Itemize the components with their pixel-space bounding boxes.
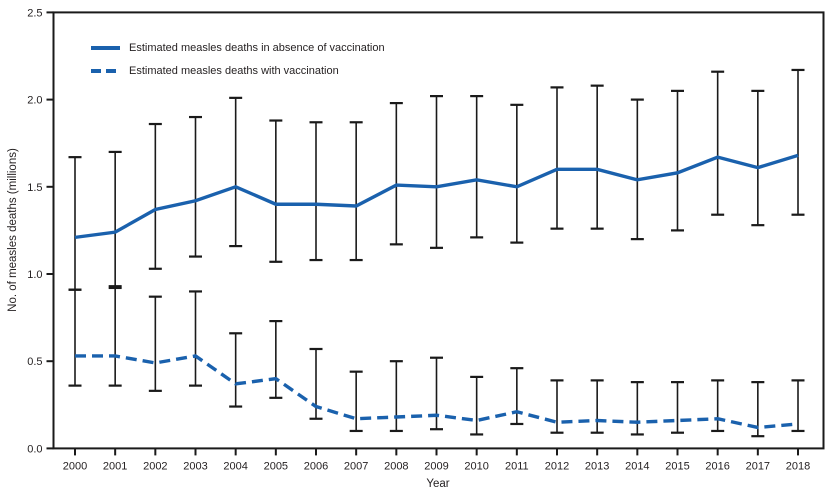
- dashed-line-swatch-icon: [91, 69, 120, 73]
- x-tick-label: 2000: [63, 460, 87, 472]
- plot-frame: [52, 11, 825, 450]
- chart-legend: Estimated measles deaths in absence of v…: [91, 40, 385, 79]
- x-tick-label: 2004: [223, 460, 247, 472]
- x-tick-label: 2003: [183, 460, 207, 472]
- x-tick-label: 2013: [585, 460, 609, 472]
- y-tick-label: 2.0: [27, 95, 42, 107]
- deaths-with-vaccination-line: [75, 354, 799, 430]
- x-tick-label: 2006: [304, 460, 328, 472]
- x-tick-label: 2014: [625, 460, 649, 472]
- x-tick-label: 2016: [705, 460, 729, 472]
- deaths-without-vaccination-line: [74, 153, 799, 240]
- y-tick-label: 2.5: [27, 7, 42, 19]
- y-axis-title: No. of measles deaths (millions): [7, 148, 19, 312]
- y-tick-label: 0.5: [27, 356, 42, 368]
- x-tick-label: 2010: [464, 460, 488, 472]
- y-tick-label: 0.0: [27, 443, 42, 455]
- x-tick-label: 2008: [384, 460, 408, 472]
- solid-line-swatch-icon: [91, 46, 120, 50]
- x-tick-label: 2015: [665, 460, 689, 472]
- legend-label: Estimated measles deaths in absence of v…: [129, 42, 385, 54]
- x-tick-label: 2005: [264, 460, 288, 472]
- legend-item-no-vaccination: Estimated measles deaths in absence of v…: [91, 40, 385, 56]
- y-tick-label: 1.5: [27, 182, 42, 194]
- y-tick-label: 1.0: [27, 269, 42, 281]
- x-tick-label: 2011: [505, 460, 529, 472]
- x-tick-label: 2018: [786, 460, 810, 472]
- x-tick-label: 2002: [143, 460, 167, 472]
- x-tick-label: 2017: [746, 460, 770, 472]
- legend-item-with-vaccination: Estimated measles deaths with vaccinatio…: [91, 63, 385, 79]
- x-tick-label: 2001: [103, 460, 127, 472]
- x-axis-title: Year: [426, 478, 450, 490]
- x-tick-label: 2012: [545, 460, 569, 472]
- x-tick-label: 2009: [424, 460, 448, 472]
- x-tick-label: 2007: [344, 460, 368, 472]
- legend-label: Estimated measles deaths with vaccinatio…: [129, 65, 339, 77]
